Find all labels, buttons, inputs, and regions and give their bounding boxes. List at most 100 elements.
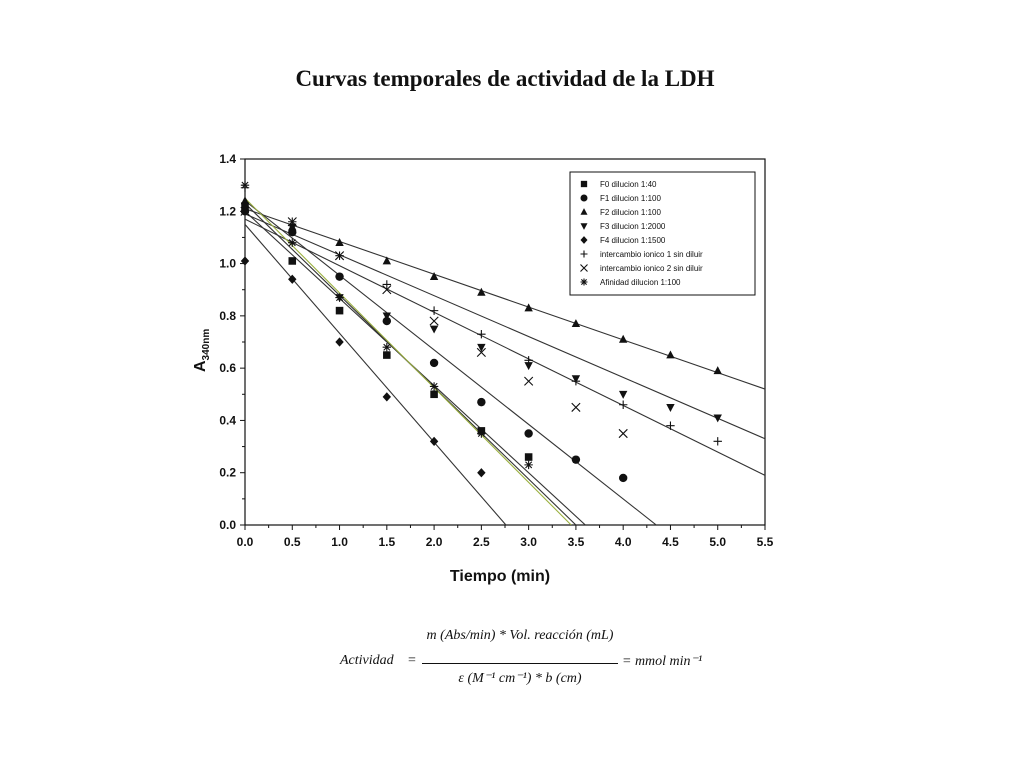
x-tick-label: 1.0 [331,535,348,549]
series-points [241,202,533,461]
marker-triangle-up [618,334,628,343]
x-tick-label: 0.0 [237,535,254,549]
marker-cross [476,347,486,358]
fit-line [245,213,765,440]
marker-square [580,180,588,188]
marker-triangle-up [713,366,722,375]
marker-asterisk [580,278,588,286]
marker-diamond [382,392,392,402]
marker-cross [287,217,297,227]
marker-circle [477,397,486,407]
marker-triangle-down [429,325,439,334]
formula-fraction-bar [422,663,618,664]
x-tick-label: 0.5 [284,535,301,549]
marker-circle [429,358,439,368]
legend-item-label: F4 dilucion 1:1500 [600,236,666,245]
marker-asterisk [240,180,250,190]
marker-circle [571,455,581,464]
marker-diamond [477,468,486,478]
marker-asterisk [429,382,439,391]
y-axis-title-main: A [192,360,209,372]
legend-item-label: Afinidad dilucion 1:100 [600,278,681,287]
marker-triangle-down [240,202,250,211]
page-title: Curvas temporales de actividad de la LDH [295,66,715,91]
legend-item-label: F2 dilucion 1:100 [600,208,661,217]
marker-plus [524,356,533,365]
x-axis-title: Tiempo (min) [450,568,550,585]
marker-circle [382,316,392,326]
y-tick-label: 0.2 [219,466,236,480]
marker-asterisk [288,238,297,247]
marker-triangle-up [666,350,675,359]
fit-line [245,197,572,525]
legend-item-label: F0 dilucion 1:40 [600,180,657,189]
marker-cross [580,264,588,272]
marker-triangle-up [571,319,581,328]
chart: 0.0 0.5 1.0 1.5 2.0 2.5 3.0 3.5 4.0 4.5 5.0 5.5 0.0 0… [192,152,774,585]
marker-asterisk [335,293,344,302]
fit-lines [245,197,765,525]
x-tick-label: 1.5 [378,535,395,549]
x-tick-label: 2.0 [426,535,443,549]
marker-triangle-down [666,403,675,412]
marker-square [288,257,297,265]
marker-triangle-down [713,414,722,423]
activity-formula: Actividad = m (Abs/min) * Vol. reacción … [330,622,750,702]
marker-square [383,351,391,359]
y-tick-label: 0.8 [219,309,236,323]
legend-box [569,171,756,296]
marker-triangle-up [580,208,588,215]
y-tick-label: 0.6 [219,361,236,375]
marker-circle [524,429,533,438]
marker-cross [571,402,581,412]
y-tick-label: 0.4 [219,413,236,427]
marker-cross [524,376,534,386]
y-axis-title: A340nm [192,329,212,372]
y-tick-label: 1.4 [219,152,236,166]
legend-item-label: intercambio ionico 2 sin diluir [600,264,703,273]
formula-rhs: = mmol min⁻¹ [622,654,703,669]
marker-circle [580,194,588,202]
marker-triangle-up [477,287,486,296]
marker-triangle-down [618,390,628,399]
marker-triangle-down [524,362,533,371]
marker-plus [580,250,588,258]
x-tick-label: 3.5 [568,535,585,549]
marker-diamond [240,256,250,266]
marker-plus [382,280,392,289]
formula-equals: = [408,653,416,668]
marker-asterisk [477,429,486,438]
marker-triangle-up [429,272,439,281]
marker-cross [240,206,250,216]
x-tick-label: 3.0 [520,535,537,549]
marker-square [524,453,533,461]
fit-line [245,200,657,525]
formula-lhs: Actividad [340,653,394,668]
formula-denominator: ε (M⁻¹ cm⁻¹) * b (cm) [458,671,582,686]
formula-numerator: m (Abs/min) * Vol. reacción (mL) [426,628,614,643]
marker-plus [618,400,628,409]
series-points [240,256,486,478]
marker-asterisk [524,460,533,470]
marker-triangle-up [335,238,344,247]
fit-line [245,218,765,476]
series-points [240,180,533,470]
x-tick-label: 2.5 [473,535,490,549]
marker-triangle-up [240,196,250,205]
legend-item-label: intercambio ionico 1 sin diluir [600,250,703,259]
marker-diamond [335,337,344,347]
marker-diamond [429,436,439,446]
legend-item-label: F1 dilucion 1:100 [600,194,661,203]
marker-plus [666,421,675,430]
marker-triangle-down [288,223,297,232]
marker-circle [335,272,344,281]
marker-cross [429,316,439,326]
marker-cross [334,251,345,261]
marker-triangle-down [477,343,486,352]
marker-plus [477,329,486,339]
plot-area: 0.0 0.5 1.0 1.5 2.0 2.5 3.0 3.5 4.0 4.5 5.0 5.5 0.0 0… [192,152,774,585]
marker-diamond [580,236,588,244]
x-tick-label: 4.0 [615,535,632,549]
marker-triangle-up [382,256,392,265]
y-tick-label: 0.0 [219,518,236,532]
